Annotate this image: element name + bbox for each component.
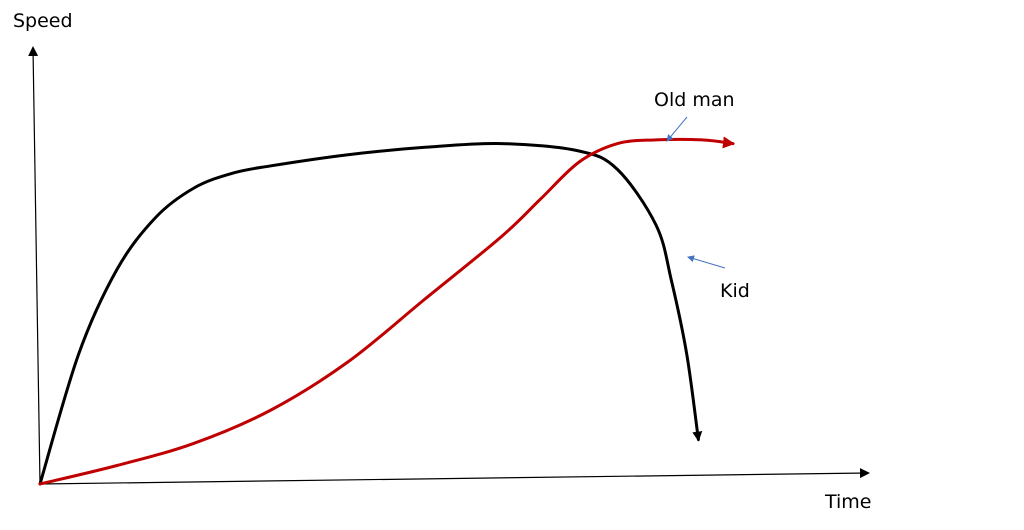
kid-pointer-arrow	[687, 255, 726, 269]
series-line-old-man	[38, 136, 735, 486]
y-axis-label: Speed	[13, 10, 73, 32]
x-axis	[39, 468, 870, 485]
old-man-pointer-arrow	[666, 116, 688, 142]
old-man-label: Old man	[654, 89, 735, 111]
y-axis	[28, 46, 41, 485]
x-axis-label: Time	[824, 491, 872, 513]
kid-label: Kid	[720, 280, 750, 302]
series-line-kid	[38, 142, 703, 486]
